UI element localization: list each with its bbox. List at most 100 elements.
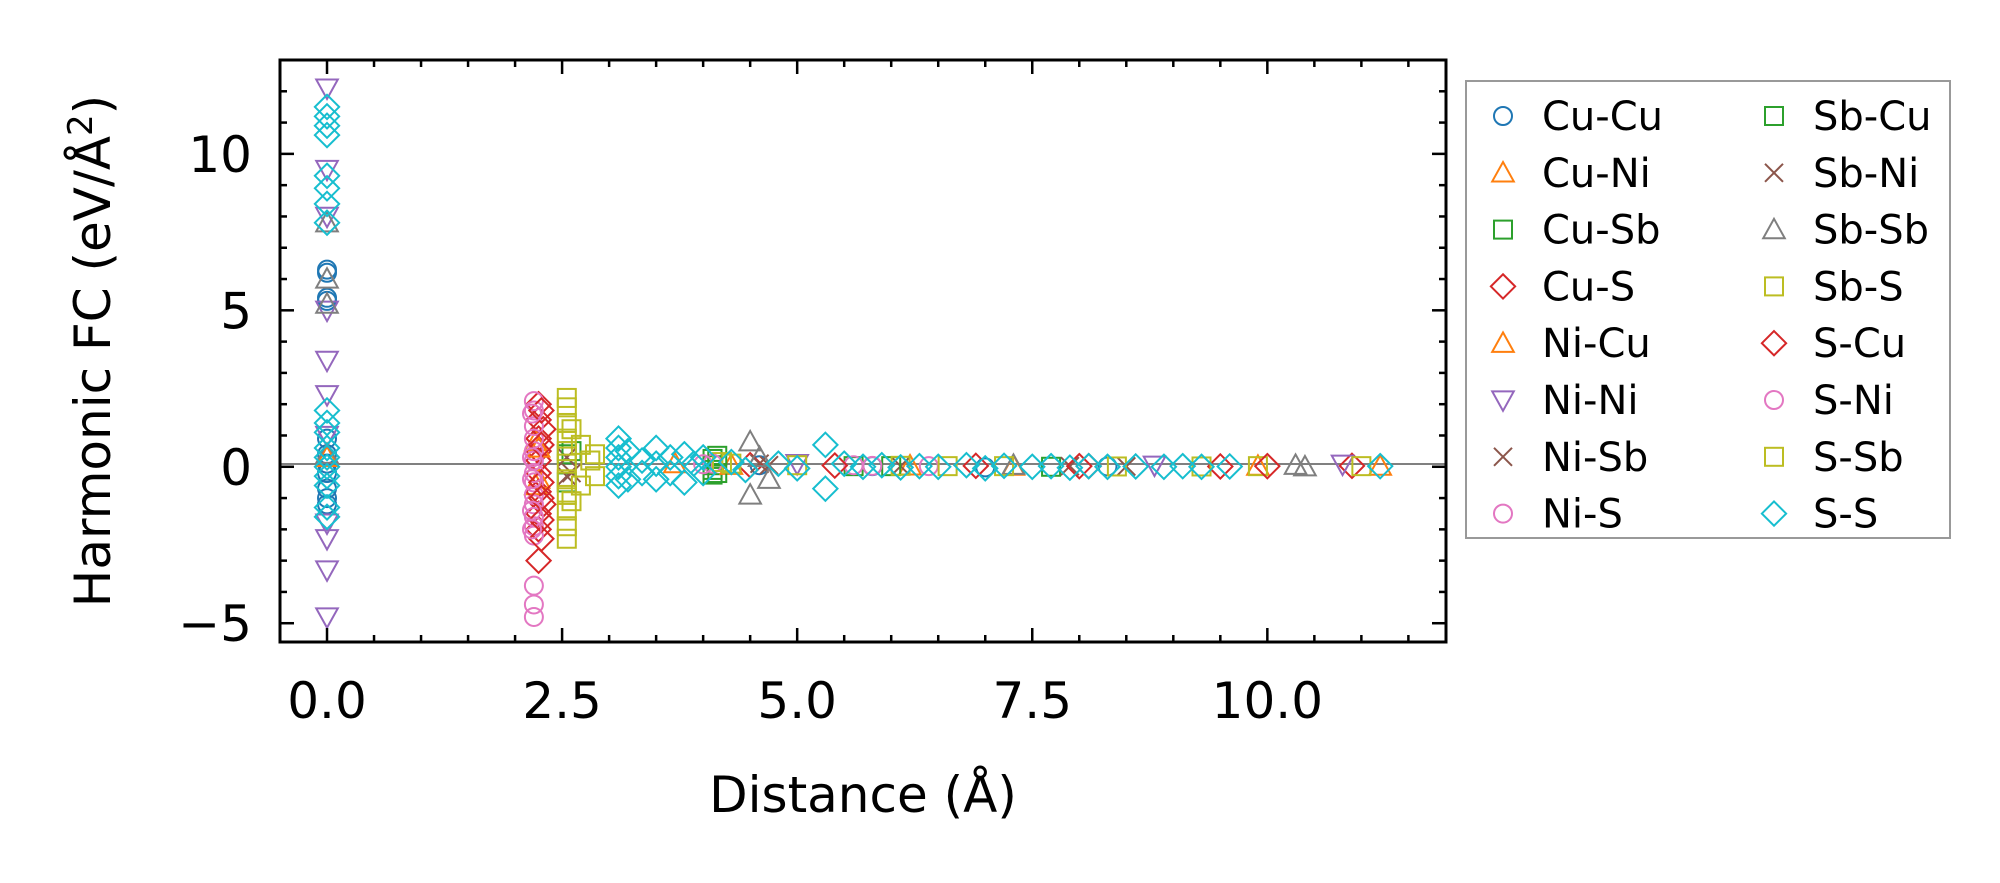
y-axis-label-close: ) — [64, 95, 122, 115]
data-point-s-sb — [580, 450, 601, 471]
data-point-s-ni — [522, 469, 543, 490]
data-point-s-cu — [1065, 452, 1093, 480]
data-point-s-s — [642, 465, 670, 493]
data-point-s-ni — [522, 447, 543, 468]
data-point-sb-s — [556, 441, 577, 462]
data-point-s-s — [313, 102, 341, 130]
y-axis-label: Harmonic FC (eV/Å2) — [61, 95, 122, 607]
data-point-s-s — [642, 450, 670, 478]
legend-label: Ni-Cu — [1542, 321, 1651, 367]
data-point-sb-s — [556, 453, 577, 474]
data-point-s-s — [656, 443, 684, 471]
data-point-s-s — [717, 448, 745, 476]
legend-marker — [1764, 163, 1784, 183]
data-point-sb-s — [890, 455, 911, 476]
legend-item-sb-s: Sb-S — [1764, 264, 1904, 310]
legend-item-cu-cu: Cu-Cu — [1493, 94, 1663, 140]
data-point-ni-s — [523, 416, 544, 437]
legend-label: Ni-S — [1542, 492, 1623, 538]
y-tick-label: 0 — [220, 439, 252, 497]
data-point-cu-cu — [317, 262, 338, 283]
axis-ticks: 0.0 2.5 5.0 7.5 10.0 −5 0 5 10 — [178, 58, 1446, 730]
data-point-sb-s — [556, 397, 577, 418]
legend-marker — [1764, 390, 1784, 410]
data-point-s-s — [604, 462, 633, 490]
data-point-cu-s — [1206, 452, 1234, 481]
data-point-s-s — [313, 503, 341, 531]
legend-marker — [1764, 106, 1784, 126]
legend-marker — [1760, 500, 1788, 528]
legend-label: Sb-Ni — [1813, 151, 1919, 197]
legend-item-s-s: S-S — [1760, 492, 1878, 538]
data-point-ni-ni — [314, 78, 340, 102]
legend-marker — [1490, 159, 1516, 183]
legend-label: Sb-Sb — [1813, 208, 1929, 254]
data-point-s-cu — [821, 451, 849, 480]
legend-item-s-ni: S-Ni — [1764, 378, 1894, 424]
legend-box — [1465, 80, 1951, 539]
data-point-ni-s — [523, 400, 544, 421]
x-tick-label: 5.0 — [757, 672, 837, 730]
legend-label: S-S — [1813, 492, 1878, 538]
plot-frame — [278, 58, 1448, 644]
data-point-s-s — [604, 443, 633, 471]
data-point-sb-s — [787, 455, 808, 476]
data-point-sb-s — [1351, 456, 1372, 477]
legend-item-sb-cu: Sb-Cu — [1764, 94, 1932, 140]
data-point-sb-sb — [737, 482, 763, 505]
x-tick-label: 10.0 — [1212, 672, 1323, 730]
data-point-ni-s — [523, 472, 544, 493]
data-point-s-s — [313, 174, 341, 202]
x-tick-label: 0.0 — [287, 672, 367, 730]
data-point-cu-s — [525, 500, 553, 528]
x-tick-label: 2.5 — [522, 672, 602, 730]
data-point-s-cu — [527, 525, 555, 553]
data-point-sb-sb — [756, 466, 782, 489]
data-point-s-ni — [522, 519, 543, 540]
data-point-ni-cu — [1367, 453, 1393, 476]
data-point-sb-sb — [314, 291, 340, 314]
data-point-s-s — [313, 396, 341, 425]
legend-label: Cu-Sb — [1542, 208, 1661, 254]
data-point-sb-s — [585, 466, 606, 487]
data-point-sb-sb — [747, 444, 773, 468]
data-point-sb-s — [556, 516, 577, 537]
data-point-s-s — [313, 112, 341, 140]
legend-marker — [1493, 106, 1513, 126]
data-point-s-s — [1075, 452, 1103, 480]
data-point-s-ni — [862, 455, 883, 476]
data-point-s-s — [811, 431, 839, 459]
data-point-s-s — [313, 493, 341, 522]
legend-label: Cu-Cu — [1542, 94, 1663, 140]
legend-marker — [1493, 503, 1513, 524]
data-point-s-s — [990, 452, 1018, 480]
data-point-s-sb — [711, 452, 732, 473]
data-point-s-s — [1216, 452, 1244, 481]
legend-item-ni-s: Ni-S — [1493, 492, 1623, 538]
data-point-s-cu — [527, 396, 555, 425]
data-point-s-s — [313, 453, 341, 481]
legend-marker — [1761, 216, 1787, 240]
data-point-sb-s — [1247, 456, 1268, 477]
legend-label: Cu-Ni — [1542, 151, 1651, 197]
data-point-ni-ni — [314, 607, 340, 630]
data-point-s-s — [731, 456, 760, 484]
data-point-sb-s — [556, 412, 577, 433]
data-point-sb-s — [556, 469, 577, 490]
y-tick-label: 5 — [220, 282, 252, 340]
data-point-ni-ni — [314, 385, 340, 408]
legend-label: Cu-S — [1542, 264, 1635, 310]
data-point-cu-s — [962, 452, 990, 480]
data-point-s-ni — [522, 403, 543, 424]
data-point-ni-s — [523, 575, 544, 596]
data-point-s-s — [764, 450, 792, 478]
y-tick-label: −5 — [178, 595, 252, 653]
data-point-ni-s — [523, 606, 544, 627]
data-point-s-s — [604, 471, 633, 500]
legend-label: Ni-Ni — [1542, 378, 1639, 424]
data-point-s-s — [1093, 453, 1122, 481]
data-point-cu-ni — [314, 444, 340, 468]
legend-item-ni-ni: Ni-Ni — [1490, 378, 1639, 424]
legend-item-cu-s: Cu-S — [1489, 264, 1635, 310]
